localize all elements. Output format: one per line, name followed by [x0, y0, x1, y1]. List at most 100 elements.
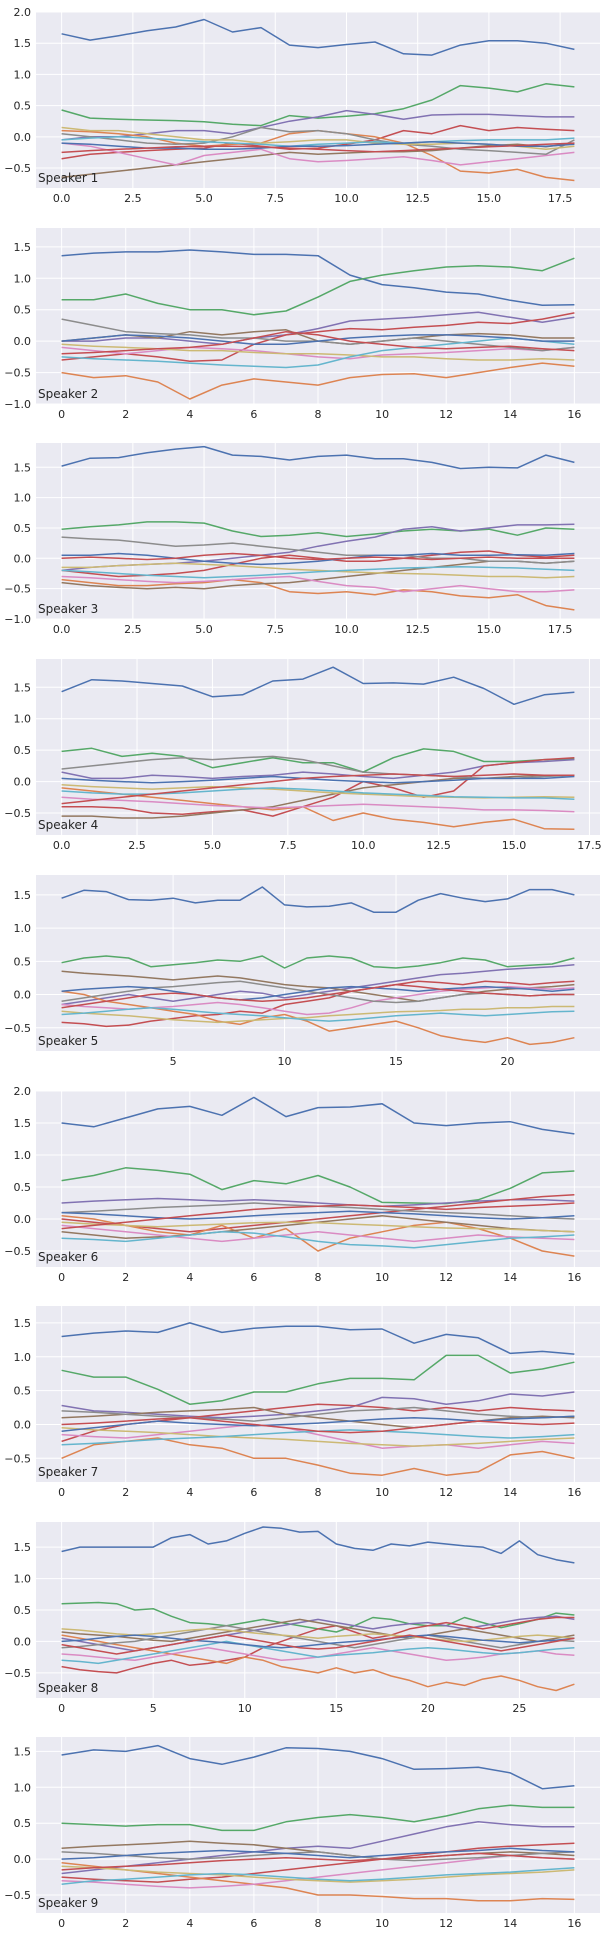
series-line-5	[61, 578, 575, 611]
x-tick-label: 10.0	[351, 839, 376, 852]
x-tick-label: 7.5	[267, 623, 285, 636]
series-line-4	[61, 1193, 575, 1233]
x-tick-label: 4	[186, 408, 193, 421]
x-tick-label: 2	[122, 1917, 129, 1930]
x-tick-label: 2.5	[124, 192, 142, 205]
series-line-10	[61, 1007, 575, 1022]
series-line-11	[61, 1415, 575, 1432]
y-tick-label: 2.0	[14, 6, 32, 19]
x-tick-label: 10	[375, 408, 389, 421]
series-line-9	[61, 1005, 575, 1024]
series-line-3	[61, 1821, 575, 1875]
series-line-2	[61, 257, 575, 316]
x-tick-label: 0.0	[53, 839, 71, 852]
series-line-7	[61, 1423, 575, 1449]
x-tick-label: 12	[439, 1271, 453, 1284]
x-tick-label: 15	[389, 1055, 403, 1068]
series-line-1	[61, 886, 575, 913]
x-tick-label: 0.0	[53, 623, 71, 636]
y-tick-label: −0.5	[4, 1667, 31, 1680]
y-tick-label: 1.5	[14, 1541, 32, 1554]
series-line-9	[61, 1865, 575, 1883]
x-tick-label: 5	[170, 1055, 177, 1068]
x-tick-label: 5.0	[204, 839, 222, 852]
series-line-1	[61, 445, 575, 470]
series-group	[61, 666, 575, 831]
speaker-label: Speaker 7	[38, 1465, 98, 1479]
series-line-1	[61, 1096, 575, 1135]
x-tick-label: 14	[503, 1917, 517, 1930]
y-tick-label: 0.0	[14, 552, 32, 565]
series-line-12	[61, 1202, 575, 1230]
y-tick-label: −0.5	[4, 1452, 31, 1465]
x-tick-label: 5.0	[195, 623, 213, 636]
series-line-11	[61, 1847, 575, 1860]
series-line-5	[61, 1215, 575, 1257]
speaker-label: Speaker 9	[38, 1896, 98, 1910]
series-group	[61, 18, 575, 182]
x-tick-label: 20	[421, 1702, 435, 1715]
series-line-9	[61, 343, 575, 361]
y-tick-label: −0.5	[4, 583, 31, 596]
x-tick-label: 10	[238, 1702, 252, 1715]
x-tick-label: 15.0	[477, 623, 502, 636]
series-line-4	[61, 1616, 575, 1674]
y-tick-label: 0.5	[14, 744, 32, 757]
series-line-7	[61, 575, 575, 593]
x-tick-label: 8	[315, 1271, 322, 1284]
y-tick-label: −0.5	[4, 367, 31, 380]
series-line-11	[61, 1210, 575, 1220]
x-tick-label: 4	[186, 1486, 193, 1499]
x-tick-label: 20	[500, 1055, 514, 1068]
speaker-panel-5: 5 10 15 20 −0.5 0.0 0.5 1.0 1.5 Speaker 5	[4, 875, 600, 1068]
x-tick-label: 4	[186, 1271, 193, 1284]
series-line-11	[61, 775, 575, 784]
x-tick-label: 2	[122, 1271, 129, 1284]
series-group	[61, 249, 575, 400]
y-tick-label: 1.0	[14, 492, 32, 505]
x-tick-label: 0.0	[53, 192, 71, 205]
series-line-7	[61, 142, 575, 166]
series-line-3	[61, 311, 575, 346]
series-line-10	[61, 566, 575, 579]
series-line-6	[61, 142, 575, 179]
y-tick-label: 0.5	[14, 304, 32, 317]
series-line-1	[61, 249, 575, 307]
x-tick-label: 8	[315, 408, 322, 421]
series-line-5	[61, 1437, 575, 1476]
speaker-panel-7: 0 2 4 6 8 10 12 14 16 −0.5 0.0 0.5 1.0 1.5 Speaker 7	[4, 1306, 600, 1499]
series-line-4	[61, 756, 575, 817]
series-line-12	[61, 1416, 575, 1434]
x-tick-label: 12	[439, 1917, 453, 1930]
series-line-12	[61, 1634, 575, 1655]
x-tick-label: 8	[315, 1917, 322, 1930]
series-line-10	[61, 1231, 575, 1249]
x-tick-label: 14	[503, 1486, 517, 1499]
plot-area	[36, 443, 600, 619]
series-line-12	[61, 142, 575, 154]
x-tick-label: 10	[375, 1917, 389, 1930]
series-group	[61, 1096, 575, 1257]
x-tick-label: 0	[58, 1271, 65, 1284]
y-tick-label: 1.0	[14, 68, 32, 81]
plot-area	[36, 875, 600, 1051]
series-line-8	[61, 1406, 575, 1422]
x-tick-label: 25	[512, 1702, 526, 1715]
series-line-12	[61, 983, 575, 1009]
y-tick-label: 1.5	[14, 37, 32, 50]
series-line-12	[61, 552, 575, 561]
x-tick-label: 0	[58, 408, 65, 421]
series-line-2	[61, 1354, 575, 1405]
series-line-1	[61, 1744, 575, 1790]
x-tick-label: 2	[122, 1486, 129, 1499]
y-tick-label: 0.0	[14, 989, 32, 1002]
series-line-3	[61, 1197, 575, 1207]
y-tick-label: 1.0	[14, 713, 32, 726]
y-tick-label: 0.0	[14, 1635, 32, 1648]
y-tick-label: 0.0	[14, 1853, 32, 1866]
speaker-panel-3: 0.0 2.5 5.0 7.5 10.0 12.5 15.0 17.5 −1.0 −0.5 0.0 0…	[4, 443, 600, 636]
y-tick-label: −0.5	[4, 807, 31, 820]
x-tick-label: 10.0	[334, 623, 359, 636]
series-line-7	[61, 346, 575, 360]
x-tick-label: 6	[250, 1917, 257, 1930]
